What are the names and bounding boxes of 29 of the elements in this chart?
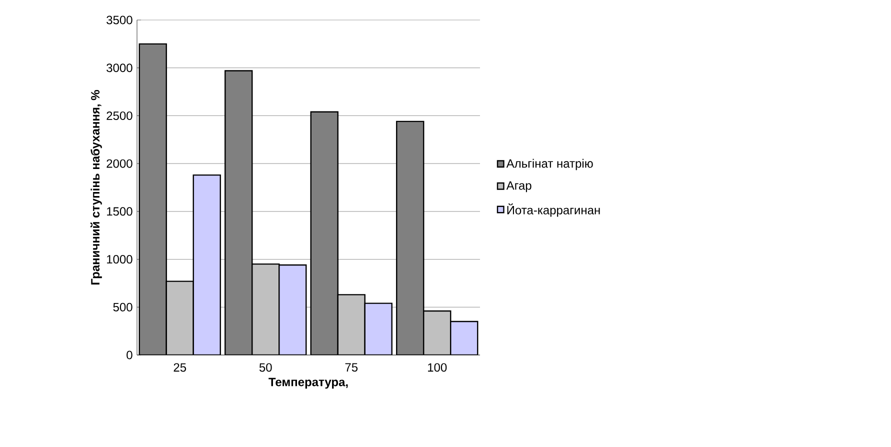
y-tick-label: 3000 [106,64,132,72]
y-tick-label: 2500 [106,111,132,120]
y-tick-label: 1500 [107,207,132,216]
x-tick-label: 100 [428,363,447,372]
y-tick-label: 2000 [106,159,132,168]
x-tick-label: 25 [174,363,186,372]
bar [138,43,167,355]
bar [396,120,424,355]
bar [450,320,478,355]
y-tick-label: 1000 [107,255,132,264]
x-tick-label: 50 [259,363,272,372]
y-tick-label: 0 [126,350,132,360]
y-tick-label: 3500 [106,16,132,24]
legend-label: Альгінат натрію [506,158,593,170]
bar [252,263,280,355]
x-axis-title: Температура, [268,378,348,389]
bar [423,310,452,355]
legend-label: Йота-каррагинан [507,203,600,217]
y-axis-title: Граничний ступінь набухання, % [90,90,102,284]
bar [192,174,221,355]
bar [337,294,366,355]
bar [224,70,253,355]
x-tick-label: 75 [345,363,358,372]
bar [364,302,392,355]
bar [278,264,307,355]
y-tick-label: 500 [113,302,132,312]
legend-label: Агар [506,181,532,192]
bar [310,111,338,355]
bar [166,280,194,355]
